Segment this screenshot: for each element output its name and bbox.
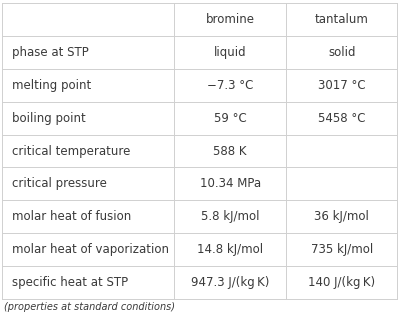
Text: tantalum: tantalum (315, 13, 369, 26)
Text: 140 J/(kg K): 140 J/(kg K) (308, 276, 375, 289)
Text: 10.34 MPa: 10.34 MPa (200, 178, 261, 190)
Text: 36 kJ/mol: 36 kJ/mol (314, 210, 369, 223)
Text: critical pressure: critical pressure (12, 178, 107, 190)
Text: specific heat at STP: specific heat at STP (12, 276, 128, 289)
Text: 735 kJ/mol: 735 kJ/mol (310, 243, 373, 256)
Text: bromine: bromine (205, 13, 255, 26)
Text: 3017 °C: 3017 °C (318, 79, 365, 92)
Text: (properties at standard conditions): (properties at standard conditions) (4, 302, 175, 313)
Text: liquid: liquid (214, 46, 247, 59)
Text: phase at STP: phase at STP (12, 46, 89, 59)
Text: 588 K: 588 K (213, 145, 247, 158)
Text: 5458 °C: 5458 °C (318, 112, 365, 125)
Text: 14.8 kJ/mol: 14.8 kJ/mol (197, 243, 263, 256)
Text: −7.3 °C: −7.3 °C (207, 79, 253, 92)
Text: molar heat of fusion: molar heat of fusion (12, 210, 131, 223)
Text: molar heat of vaporization: molar heat of vaporization (12, 243, 169, 256)
Text: critical temperature: critical temperature (12, 145, 130, 158)
Text: melting point: melting point (12, 79, 91, 92)
Text: solid: solid (328, 46, 356, 59)
Text: 947.3 J/(kg K): 947.3 J/(kg K) (191, 276, 269, 289)
Text: 5.8 kJ/mol: 5.8 kJ/mol (201, 210, 259, 223)
Text: boiling point: boiling point (12, 112, 86, 125)
Text: 59 °C: 59 °C (214, 112, 247, 125)
